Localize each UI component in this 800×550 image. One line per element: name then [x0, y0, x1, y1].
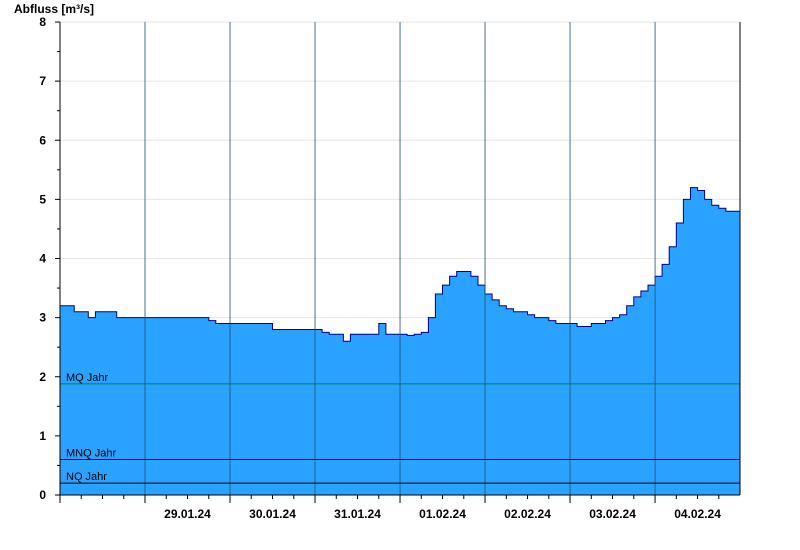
y-tick-label: 3 [39, 311, 46, 325]
y-tick-label: 0 [39, 488, 46, 502]
reference-line-label: MQ Jahr [66, 372, 109, 384]
x-tick-label: 31.01.24 [334, 507, 381, 521]
day-separators [144, 22, 656, 495]
x-tick-label: 01.02.24 [419, 507, 466, 521]
y-tick-label: 4 [39, 252, 46, 266]
x-tick-label: 29.01.24 [164, 507, 211, 521]
y-tick-label: 2 [39, 370, 46, 384]
x-tick-label: 02.02.24 [504, 507, 551, 521]
y-tick-label: 5 [39, 192, 46, 206]
x-tick-label: 04.02.24 [674, 507, 721, 521]
reference-line-label: MNQ Jahr [66, 448, 116, 460]
x-tick-label: 30.01.24 [249, 507, 296, 521]
reference-lines: MQ Jahr MNQ Jahr NQ Jahr [60, 372, 740, 484]
y-axis-title: Abfluss [m³/s] [14, 2, 94, 16]
y-tick-label: 1 [39, 429, 46, 443]
y-tick-label: 7 [39, 74, 46, 88]
y-tick-label: 6 [39, 133, 46, 147]
x-tick-label: 03.02.24 [589, 507, 636, 521]
reference-line-label: NQ Jahr [66, 471, 107, 483]
axes: 29.01.24 30.01.24 31.01.24 01.02.24 02.02.24… [39, 15, 741, 521]
y-tick-label: 8 [39, 15, 46, 29]
